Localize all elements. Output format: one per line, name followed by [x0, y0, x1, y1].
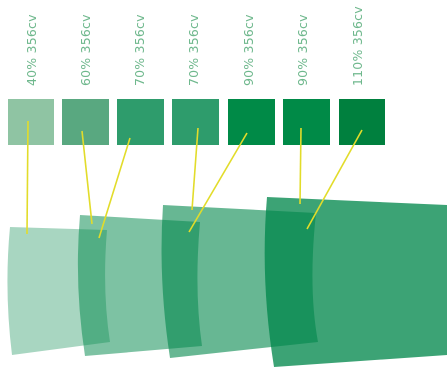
sheet-90-percent [265, 197, 447, 367]
tint-swatch [228, 99, 275, 145]
tint-label: 40% 356cv [24, 14, 39, 86]
overlapping-sheets [7, 197, 447, 367]
tint-swatch [283, 99, 330, 145]
tint-label: 90% 356cv [241, 14, 256, 86]
tint-swatch [8, 99, 54, 145]
connector-line [300, 128, 301, 204]
tint-swatch [339, 99, 385, 145]
connector-line [27, 121, 28, 234]
tint-label: 60% 356cv [78, 14, 93, 86]
tint-labels: 40% 356cv 60% 356cv 70% 356cv 70% 356cv … [24, 6, 365, 86]
tint-swatch [172, 99, 219, 145]
tint-swatch [62, 99, 109, 145]
tint-label: 110% 356cv [350, 6, 365, 86]
tint-swatch [117, 99, 164, 145]
tint-label: 70% 356cv [186, 14, 201, 86]
tint-label: 90% 356cv [295, 14, 310, 86]
tint-label: 70% 356cv [132, 14, 147, 86]
